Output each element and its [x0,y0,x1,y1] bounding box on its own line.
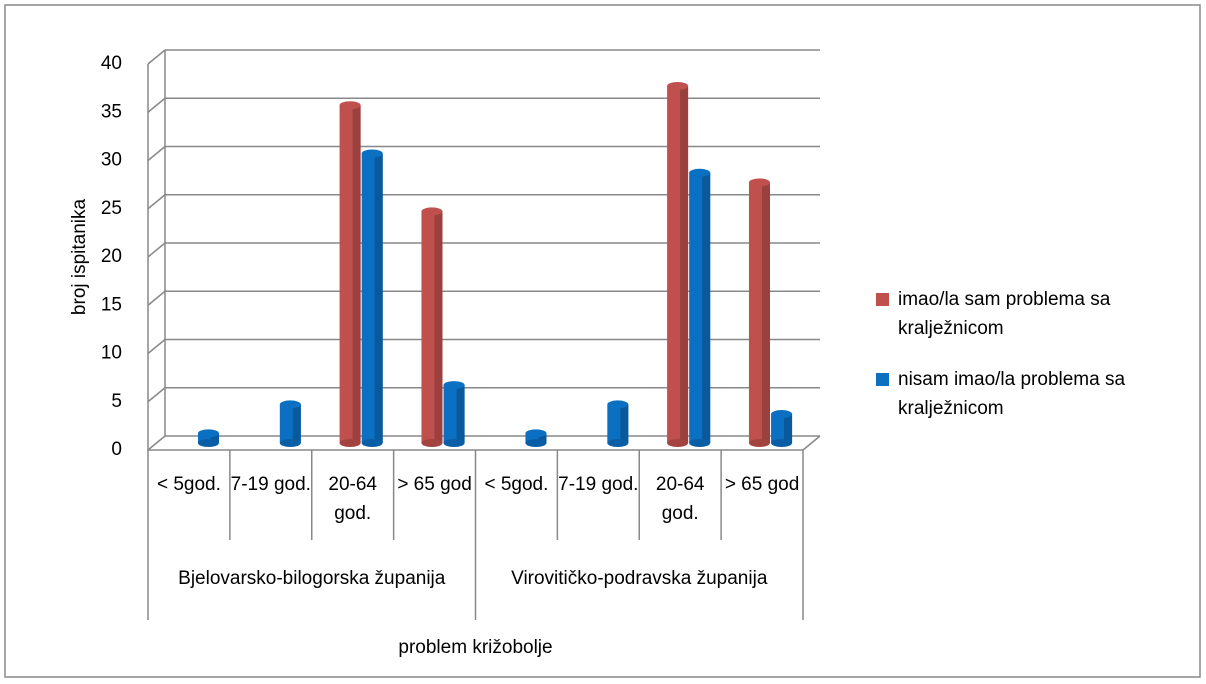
bar [197,433,219,443]
bar-top [197,429,219,438]
group-label: Virovitičko-podravska županija [511,568,768,589]
grid-line-side [147,145,166,162]
bar-shade [784,414,793,443]
bar-shade [538,433,547,443]
grid-line-side [147,194,166,210]
bar-shade [456,385,465,443]
bar-top [607,400,629,409]
x-tick-label: < 5god. [484,474,549,495]
y-tick-label: 5 [111,391,122,412]
grid-line-side [147,435,166,451]
bar-bottom [197,439,219,447]
bar-bottom [689,439,711,447]
x-tick-label: 20-64 god. [328,474,377,524]
x-axis-label: problem križobolje [398,637,553,658]
y-tick-label: 35 [101,101,122,122]
bar-top [421,207,443,216]
bar-shade [210,433,219,443]
legend-label: imao/la sam problema sa kraljеžnicom [898,289,1111,339]
y-tick-label: 30 [101,150,122,171]
grid-line-side [147,49,166,65]
grid-line-side [147,387,166,403]
y-tick-label: 10 [101,343,122,364]
bar-bottom [443,439,465,447]
bar-top [339,101,361,110]
bar-bottom [525,439,547,447]
floor-right [802,435,821,451]
y-tick-label: 15 [101,294,122,315]
grid-line-side [147,338,166,355]
bar-shade [620,404,629,443]
bar-shade [761,182,770,443]
bar-bottom [771,439,793,447]
y-tick-label: 25 [101,198,122,219]
x-tick-label: > 65 god [724,474,800,495]
bar-top [771,410,793,419]
legend-swatch [876,293,889,306]
bar-top [689,168,711,177]
bar-top [667,81,689,90]
bar [525,433,547,443]
bar-shade [292,404,301,443]
bar-top [361,149,383,158]
group-label: Bjelovarsko-bilogorska županija [178,568,446,589]
grid-line-side [147,290,166,306]
bar-top [279,400,301,409]
bar-shade [680,85,689,443]
bar-shade [702,172,711,444]
x-tick-label: 20-64 god. [655,474,705,524]
bar-bottom [748,439,770,447]
bar-shade [352,105,361,443]
x-tick-label: < 5god. [156,474,221,495]
bar-shade [434,211,443,443]
y-axis-label: broj ispitanika [69,198,90,315]
grid-line-side [147,97,166,113]
bar-top [525,429,547,438]
bar-bottom [421,439,443,447]
y-tick-label: 40 [101,53,122,74]
bar-top [748,178,770,187]
x-tick-label: > 65 god [397,474,472,495]
bar-bottom [607,439,629,447]
x-tick-label: 7-19 god. [230,474,311,495]
legend-swatch [876,373,889,386]
grid-line-side [147,242,166,258]
bar-bottom [279,439,301,447]
y-tick-label: 0 [111,439,122,460]
y-tick-label: 20 [101,246,122,267]
bar-shade [374,153,383,443]
chart-border [4,4,1201,678]
bar-top [443,381,465,390]
bar-bottom [667,439,689,447]
bar-bottom [361,439,383,447]
legend-label: nisam imao/la problema sa kraljеžnicom [898,369,1126,419]
bar-bottom [339,439,361,447]
x-tick-label: 7-19 god. [558,474,639,495]
